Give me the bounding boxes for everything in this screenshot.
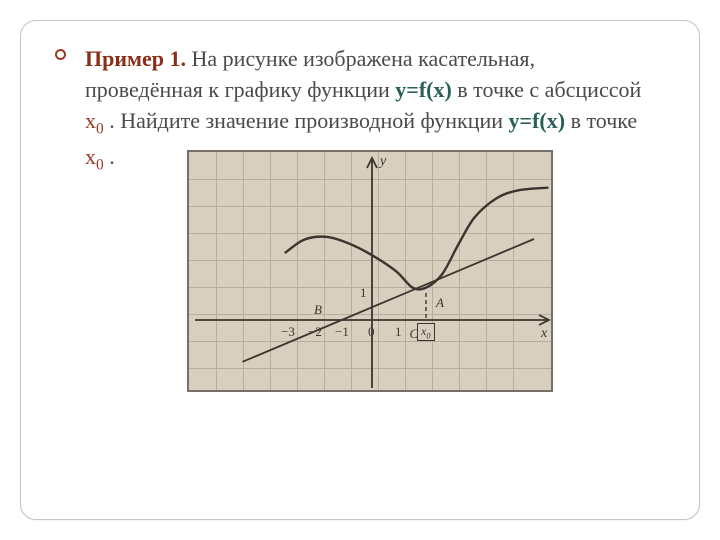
fn-expr-1: y=f(x) xyxy=(395,77,452,102)
text-seg-2: в точке с абсциссой xyxy=(452,77,641,102)
text-seg-4: в точке xyxy=(565,108,637,133)
example-title: Пример 1. xyxy=(85,46,186,71)
text-seg-5: . xyxy=(104,144,115,169)
figure-wrap: yx−3−2−10121ABCx0 xyxy=(85,150,655,392)
x0-ref-1: x0 xyxy=(85,108,104,133)
text-seg-3: . Найдите значение производной функции xyxy=(104,108,509,133)
slide: Пример 1. На рисунке изображена касатель… xyxy=(20,20,700,520)
x0-marker: x0 xyxy=(417,323,435,341)
bullet-icon xyxy=(55,49,66,60)
fn-expr-2: y=f(x) xyxy=(509,108,566,133)
x0-ref-2: x0 xyxy=(85,144,104,169)
graph-figure: yx−3−2−10121ABCx0 xyxy=(187,150,553,392)
